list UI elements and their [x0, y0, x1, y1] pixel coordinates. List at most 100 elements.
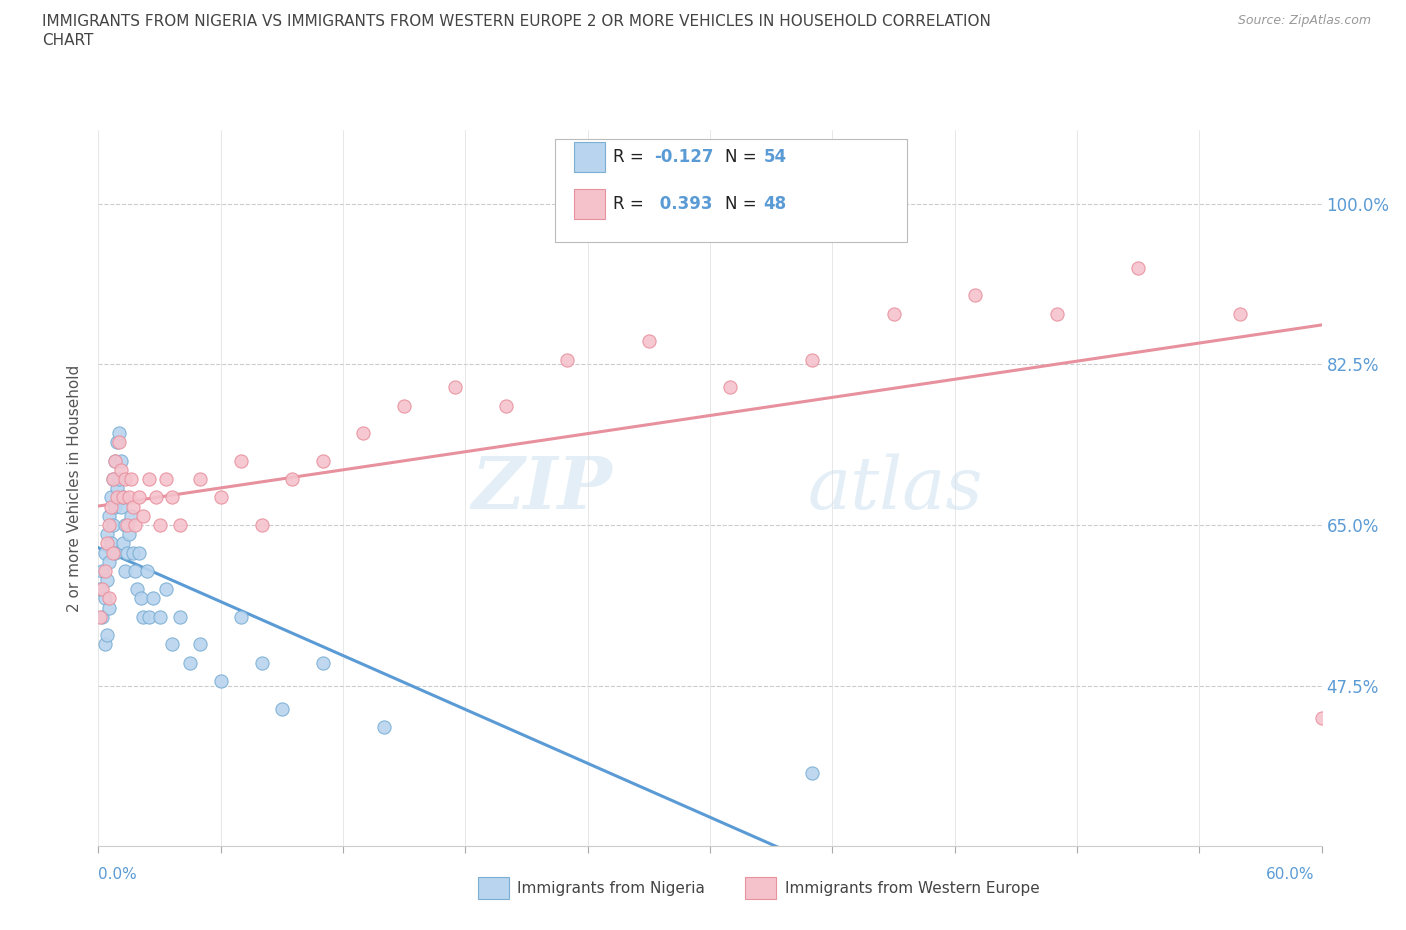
Point — [93, 591, 115, 605]
Point — [312, 453, 335, 468]
Point — [97, 517, 120, 532]
Point — [209, 490, 232, 505]
Point — [105, 490, 128, 505]
Point — [104, 453, 127, 468]
Point — [965, 288, 987, 303]
Point — [101, 472, 124, 486]
Point — [136, 564, 159, 578]
Y-axis label: 2 or more Vehicles in Household: 2 or more Vehicles in Household — [67, 365, 83, 612]
Point — [96, 536, 118, 551]
Point — [231, 453, 253, 468]
Point — [250, 517, 273, 532]
Point — [105, 435, 128, 450]
Point — [138, 609, 160, 624]
Point — [495, 398, 517, 413]
Point — [250, 656, 273, 671]
Point — [110, 462, 132, 477]
Point — [1229, 306, 1251, 321]
Point — [110, 453, 132, 468]
Point — [883, 306, 905, 321]
Point — [101, 517, 124, 532]
Point — [231, 609, 253, 624]
Point — [101, 472, 124, 486]
Point — [111, 490, 134, 505]
Point — [118, 526, 141, 541]
Point — [111, 490, 134, 505]
Point — [115, 517, 138, 532]
Point — [155, 582, 177, 597]
Point — [101, 545, 124, 560]
Point — [120, 472, 142, 486]
Point — [93, 545, 115, 560]
Point — [100, 490, 122, 505]
Point — [188, 637, 212, 652]
Point — [96, 526, 118, 541]
Text: N =: N = — [725, 194, 762, 213]
Point — [1310, 711, 1333, 725]
Point — [120, 509, 142, 524]
Point — [179, 656, 201, 671]
Point — [209, 673, 232, 688]
Point — [114, 517, 136, 532]
Point — [352, 426, 374, 441]
Point — [104, 453, 127, 468]
Point — [89, 609, 111, 624]
Point — [108, 426, 131, 441]
Text: R =: R = — [613, 148, 650, 166]
Point — [100, 499, 122, 514]
Point — [111, 536, 134, 551]
Point — [108, 435, 131, 450]
Point — [132, 609, 155, 624]
Point — [89, 582, 111, 597]
Point — [127, 582, 149, 597]
Point — [138, 472, 160, 486]
Point — [108, 472, 131, 486]
Point — [149, 609, 172, 624]
Point — [160, 490, 183, 505]
Point — [638, 334, 661, 349]
Text: 60.0%: 60.0% — [1267, 867, 1315, 882]
Point — [122, 499, 145, 514]
Point — [132, 509, 155, 524]
Point — [392, 398, 416, 413]
Point — [93, 564, 115, 578]
Point — [96, 573, 118, 588]
Text: CHART: CHART — [42, 33, 94, 47]
Text: N =: N = — [725, 148, 762, 166]
Point — [188, 472, 212, 486]
Point — [110, 499, 132, 514]
Point — [149, 517, 172, 532]
Point — [801, 765, 824, 780]
Point — [104, 499, 127, 514]
Point — [105, 481, 128, 496]
Point — [91, 582, 114, 597]
Point — [114, 564, 136, 578]
Point — [128, 490, 150, 505]
Text: 54: 54 — [763, 148, 786, 166]
Text: 0.0%: 0.0% — [98, 867, 138, 882]
Point — [114, 472, 136, 486]
Text: Source: ZipAtlas.com: Source: ZipAtlas.com — [1237, 14, 1371, 27]
Point — [100, 536, 122, 551]
Point — [801, 352, 824, 367]
Text: IMMIGRANTS FROM NIGERIA VS IMMIGRANTS FROM WESTERN EUROPE 2 OR MORE VEHICLES IN : IMMIGRANTS FROM NIGERIA VS IMMIGRANTS FR… — [42, 14, 991, 29]
Point — [145, 490, 167, 505]
Point — [1128, 260, 1150, 275]
Point — [124, 517, 146, 532]
Point — [557, 352, 579, 367]
Point — [160, 637, 183, 652]
Point — [129, 591, 152, 605]
Point — [91, 609, 114, 624]
Text: 0.393: 0.393 — [654, 194, 713, 213]
Point — [124, 564, 146, 578]
Text: ZIP: ZIP — [471, 453, 612, 524]
Point — [97, 554, 120, 569]
Text: atlas: atlas — [808, 453, 983, 524]
Point — [97, 591, 120, 605]
Point — [118, 490, 141, 505]
Point — [270, 701, 294, 716]
Point — [96, 628, 118, 643]
Point — [155, 472, 177, 486]
Point — [115, 545, 138, 560]
Point — [104, 545, 127, 560]
